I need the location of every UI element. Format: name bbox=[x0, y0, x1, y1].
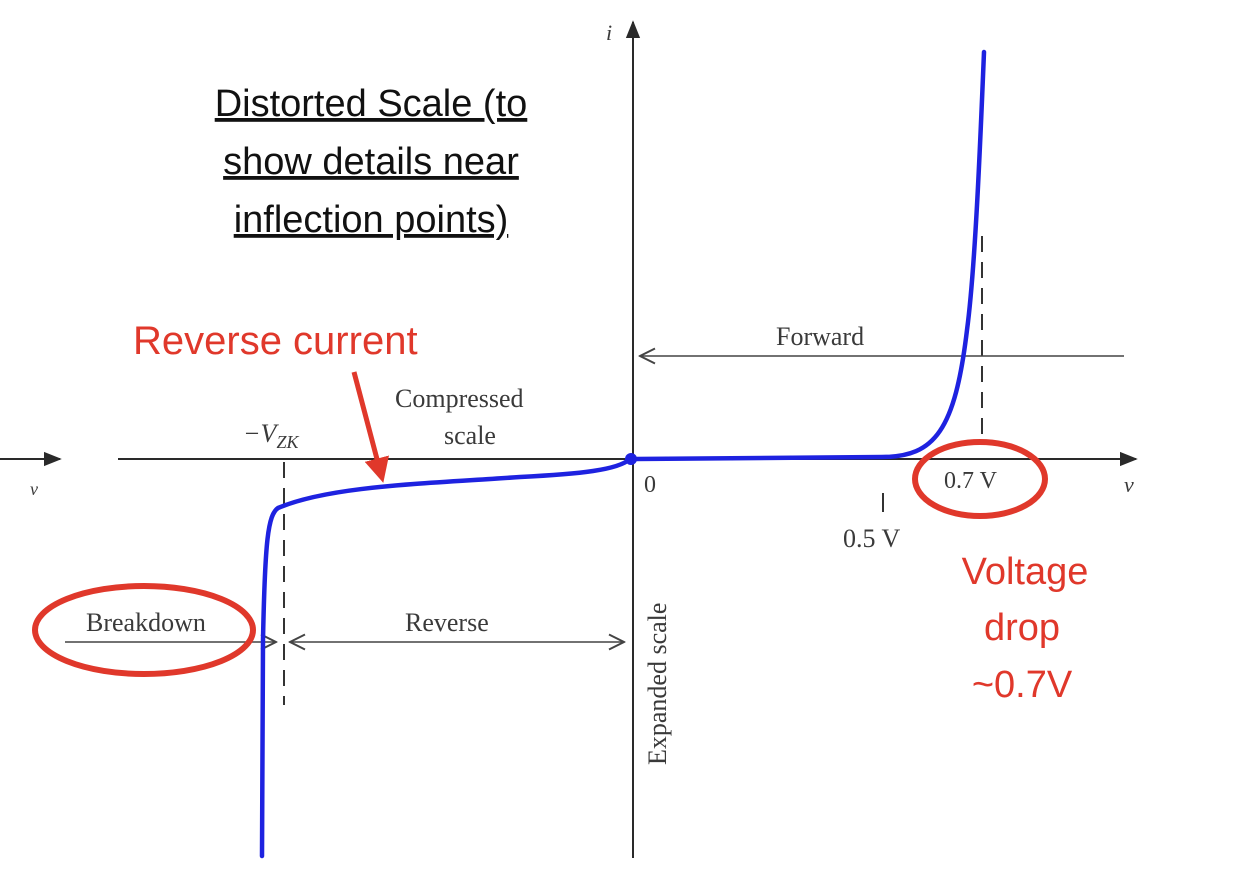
reverse-current-pointer bbox=[351, 371, 389, 483]
iv-curve bbox=[259, 49, 987, 859]
voltage-drop-label-1: Voltage bbox=[962, 551, 1089, 593]
title-line-3: inflection points) bbox=[234, 199, 509, 241]
breakdown-circle bbox=[32, 583, 256, 677]
voltage-drop-label-3: ~0.7V bbox=[972, 664, 1073, 706]
compressed-scale-label-1: Compressed bbox=[395, 384, 524, 413]
origin-label: 0 bbox=[644, 472, 656, 498]
title-line-2: show details near bbox=[223, 141, 519, 183]
y-axis-label: i bbox=[606, 20, 612, 45]
v07-circle bbox=[912, 439, 1048, 519]
forward-label: Forward bbox=[776, 322, 864, 351]
origin-point bbox=[625, 453, 637, 465]
x-axis-label-left: v bbox=[30, 479, 38, 499]
v05-label: 0.5 V bbox=[843, 524, 901, 553]
reverse-current-label: Reverse current bbox=[133, 319, 418, 363]
expanded-scale-label: Expanded scale bbox=[643, 603, 672, 765]
breakdown-label: Breakdown bbox=[86, 608, 206, 637]
neg-vzk-label: −VZK bbox=[243, 419, 299, 452]
voltage-drop-label-2: drop bbox=[984, 607, 1060, 649]
compressed-scale-label-2: scale bbox=[444, 421, 496, 450]
title-line-1: Distorted Scale (to bbox=[215, 83, 528, 125]
x-axis-label: v bbox=[1124, 472, 1134, 497]
reverse-label: Reverse bbox=[405, 608, 489, 637]
v07-label: 0.7 V bbox=[944, 468, 998, 494]
